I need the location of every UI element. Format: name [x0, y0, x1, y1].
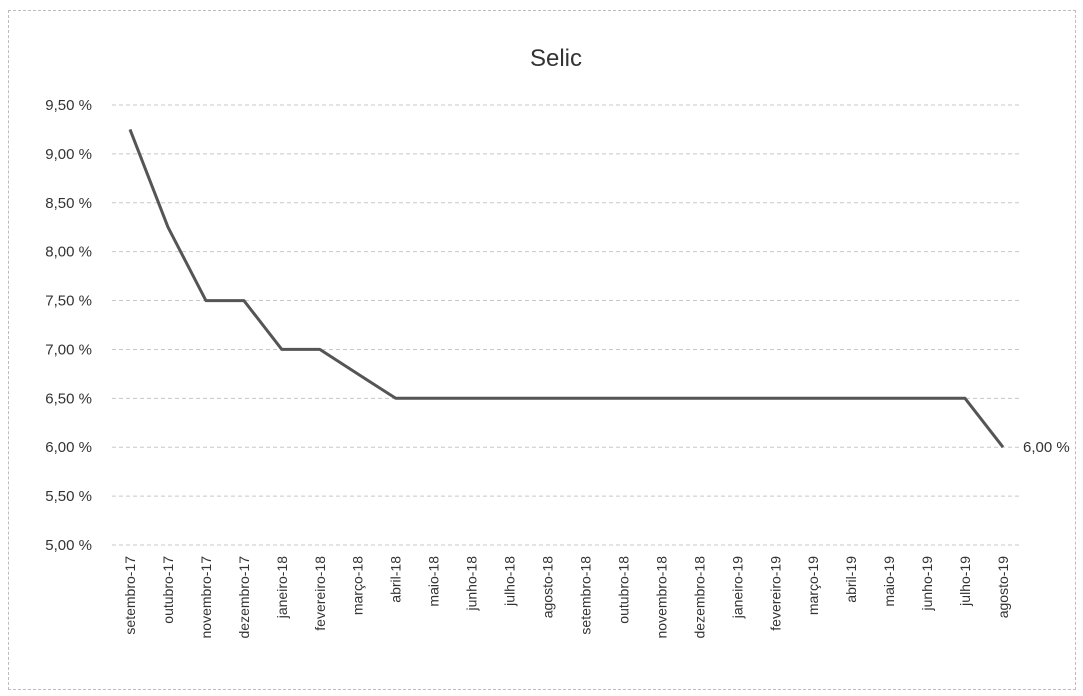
y-tick-label: 9,50 % [45, 97, 92, 114]
chart-frame [8, 10, 1076, 690]
x-tick-label: junho-18 [464, 556, 480, 612]
series-line [128, 128, 1005, 449]
y-axis-ticks: 5,00 % 5,50 % 6,00 % 6,50 % 7,00 % 7,50 % 8,00… [45, 97, 92, 554]
x-tick-label: março-19 [805, 556, 821, 615]
y-tick-label: 9,00 % [45, 146, 92, 163]
x-tick-label: outubro-17 [160, 556, 176, 624]
x-tick-label: julho-19 [957, 556, 973, 607]
y-tick-label: 6,00 % [45, 439, 92, 456]
x-tick-label: julho-18 [502, 556, 518, 607]
x-axis-ticks: setembro-17 outubro-17 novembro-17 dezembro… [122, 556, 1011, 639]
chart-title: Selic [530, 45, 582, 72]
x-tick-label: janeiro-18 [274, 556, 290, 619]
x-tick-label: agosto-19 [995, 556, 1011, 618]
y-tick-label: 6,50 % [45, 390, 92, 407]
x-tick-label: novembro-18 [653, 556, 669, 639]
x-tick-label: maio-18 [426, 556, 442, 607]
x-tick-label: setembro-17 [122, 556, 138, 635]
y-tick-label: 7,50 % [45, 293, 92, 310]
x-tick-label: agosto-18 [540, 556, 556, 618]
x-tick-label: fevereiro-18 [312, 556, 328, 631]
y-tick-label: 5,50 % [45, 488, 92, 505]
series-layer: 6,00 % [128, 128, 1070, 456]
x-tick-label: maio-19 [881, 556, 897, 607]
x-tick-label: novembro-17 [198, 556, 214, 639]
x-tick-label: abril-19 [843, 556, 859, 603]
x-tick-label: junho-19 [919, 556, 935, 612]
y-tick-label: 5,00 % [45, 537, 92, 554]
x-tick-label: março-18 [350, 556, 366, 615]
gridlines [112, 104, 1022, 546]
x-tick-label: janeiro-19 [729, 556, 745, 619]
x-tick-label: dezembro-17 [236, 556, 252, 639]
y-tick-label: 8,00 % [45, 244, 92, 261]
x-tick-label: dezembro-18 [691, 556, 707, 639]
x-tick-label: fevereiro-19 [767, 556, 783, 631]
end-value-label: 6,00 % [1023, 439, 1070, 456]
y-tick-label: 7,00 % [45, 341, 92, 358]
x-tick-label: setembro-18 [577, 556, 593, 635]
y-tick-label: 8,50 % [45, 195, 92, 212]
x-tick-label: outubro-18 [615, 556, 631, 624]
x-tick-label: abril-18 [388, 556, 404, 603]
